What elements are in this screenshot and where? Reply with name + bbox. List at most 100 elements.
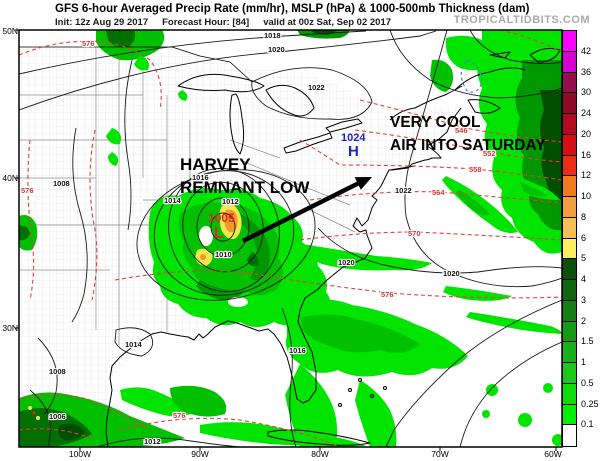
colorbar-segment: [563, 238, 576, 260]
svg-text:1010: 1010: [215, 250, 232, 259]
page-title: GFS 6-hour Averaged Precip Rate (mm/hr),…: [55, 3, 530, 15]
svg-text:1022: 1022: [308, 83, 325, 92]
lat-label-50n: 50N: [2, 26, 18, 36]
svg-text:570: 570: [408, 229, 421, 238]
colorbar-tick-label: 20: [581, 128, 592, 139]
tropicaltidbits-watermark: TROPICALTIDBITS.COM: [453, 14, 590, 26]
svg-text:1014: 1014: [164, 196, 182, 205]
colorbar-tick-label: 16: [581, 149, 592, 160]
svg-text:576: 576: [381, 290, 394, 299]
svg-text:1012: 1012: [222, 197, 239, 206]
svg-text:1008: 1008: [49, 367, 66, 376]
svg-text:1018: 1018: [264, 31, 281, 40]
annotation-harvey-line1: HARVEY: [180, 155, 251, 174]
colorbar-segment: [563, 134, 576, 156]
colorbar-segment: [563, 404, 576, 426]
lat-label-40n: 40N: [2, 173, 18, 183]
colorbar-tick-label: 1.5: [581, 336, 594, 347]
colorbar-segment: [563, 114, 576, 135]
svg-text:1022: 1022: [395, 186, 412, 195]
colorbar-segment: [563, 51, 576, 73]
forecast-hour: Forecast Hour: [84]: [162, 17, 250, 28]
svg-text:576: 576: [173, 411, 186, 420]
colorbar-tick-label: 0.25: [581, 398, 599, 409]
colorbar-tick-label: 12: [581, 170, 592, 181]
colorbar-segment: [563, 425, 576, 446]
svg-text:564: 564: [432, 188, 445, 197]
colorbar-segment: [563, 176, 576, 197]
colorbar-segment: [563, 280, 576, 301]
svg-text:1020: 1020: [443, 269, 460, 278]
colorbar-tick-label: 3: [581, 294, 587, 305]
colorbar-tick-label: 2: [581, 315, 587, 326]
lon-label-80w: 80W: [311, 449, 329, 459]
lat-label-30n: 30N: [2, 323, 18, 333]
colorbar-segment: [563, 197, 576, 218]
colorbar-segment: [563, 363, 576, 384]
state-borders: [19, 30, 356, 345]
map-frame: [18, 29, 563, 448]
annotation-harvey-line2: REMNANT LOW: [180, 178, 310, 197]
colorbar-tick-label: 0.1: [581, 419, 594, 430]
init-time: Init: 12z Aug 29 2017: [55, 17, 149, 28]
blue-dashed-trough: [460, 59, 483, 93]
svg-text:1016: 1016: [192, 173, 209, 182]
annotation-arrow: [241, 177, 372, 244]
isobar-contours: [19, 30, 562, 447]
colorbar-tick-label: 4: [581, 274, 587, 284]
lon-label-90w: 90W: [191, 449, 209, 459]
low-pressure-value: 1005: [208, 211, 235, 225]
colorbar-tick-label: 0.5: [581, 377, 594, 388]
svg-text:1020: 1020: [338, 258, 355, 267]
high-pressure-value: 1024: [341, 132, 366, 144]
colorbar-tick-label: 8: [581, 211, 587, 222]
svg-text:1014: 1014: [125, 340, 143, 349]
colorbar-tick-label: 5: [581, 253, 587, 264]
colorbar-segment: [563, 217, 576, 239]
precip-layer: [19, 30, 562, 447]
svg-text:1020: 1020: [268, 45, 285, 54]
coastlines: [19, 46, 561, 447]
svg-text:1006: 1006: [49, 412, 66, 421]
colorbar-tick-label: 36: [581, 66, 592, 77]
svg-text:552: 552: [483, 149, 496, 158]
lon-label-60w: 60W: [544, 449, 562, 459]
colorbar-tick-label: 24: [581, 108, 592, 118]
svg-text:1008: 1008: [53, 179, 70, 188]
axis-ticks: [15, 29, 557, 451]
colorbar-tick-label: 1: [581, 357, 587, 367]
colorbar-segment: [563, 383, 576, 405]
precip-colorbar: [562, 30, 577, 447]
isobar-value-labels: 1018 1020 1022 1016 1014 1012 1010 1008 …: [48, 30, 461, 447]
colorbar-segment: [563, 72, 576, 94]
annotation-cool-line2: AIR INTO SATURDAY: [390, 137, 546, 154]
annotation-cool-line1: VERY COOL: [390, 114, 480, 131]
svg-text:576: 576: [21, 186, 34, 195]
colorbar-segment: [563, 31, 576, 52]
valid-time: valid at 00z Sat, Sep 02 2017: [263, 17, 392, 28]
colorbar-segment: [563, 259, 576, 280]
svg-text:546: 546: [455, 126, 468, 135]
lon-label-70w: 70W: [431, 449, 449, 459]
svg-text:558: 558: [469, 165, 482, 174]
lon-label-100w: 100W: [68, 449, 92, 459]
model-run-info: Init: 12z Aug 29 2017 Forecast Hour: [84]…: [55, 17, 405, 28]
colorbar-tick-label: 30: [581, 87, 592, 98]
thickness-value-labels: 576 576 546 552 558 564 570 576 576: [20, 38, 497, 421]
colorbar-segment: [563, 300, 576, 322]
colorbar-segment: [563, 321, 576, 343]
svg-text:576: 576: [82, 39, 95, 48]
high-pressure-symbol: H: [348, 143, 359, 160]
thickness-contours: [19, 30, 562, 447]
svg-text:1012: 1012: [144, 437, 161, 446]
low-pressure-symbol: L: [214, 225, 224, 242]
colorbar-tick-label: 10: [581, 191, 592, 201]
colorbar-tick-label: 6: [581, 232, 587, 243]
colorbar-tick-label: 42: [581, 45, 592, 56]
colorbar-segment: [563, 155, 576, 177]
colorbar-segment: [563, 342, 576, 363]
colorbar-segment: [563, 93, 576, 114]
svg-text:1016: 1016: [289, 346, 306, 355]
